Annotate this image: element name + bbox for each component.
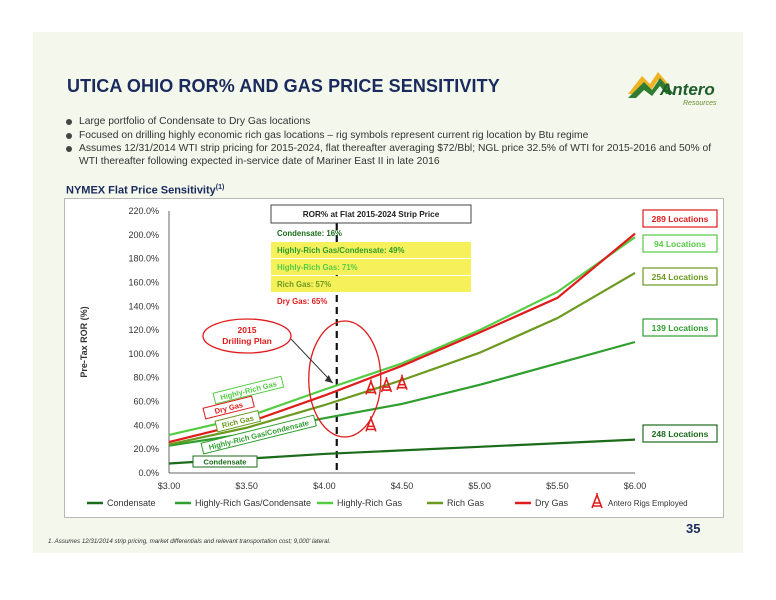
- ror-row-highlight: [271, 259, 471, 275]
- rig-icon: [365, 379, 377, 395]
- y-tick-label: 100.0%: [128, 349, 159, 359]
- ror-row-label: Condensate: 16%: [277, 229, 342, 238]
- rig-icon: [396, 374, 408, 390]
- drilling-plan-ellipse: [308, 320, 382, 438]
- legend-label: Rich Gas: [447, 498, 485, 508]
- x-tick-label: $4.00: [313, 481, 336, 491]
- ror-row-label: Dry Gas: 65%: [277, 297, 327, 306]
- chart-panel: 0.0% 20.0% 40.0% 60.0% 80.0% 100.0% 120.0% 140.…: [64, 198, 724, 518]
- x-tick-label: $5.50: [546, 481, 569, 491]
- location-label: 94 Locations: [654, 239, 706, 249]
- legend-label: Condensate: [107, 498, 156, 508]
- y-tick-label: 120.0%: [128, 325, 159, 335]
- antero-logo-icon: [628, 72, 674, 98]
- drilling-plan-label: 2015: [238, 325, 257, 335]
- ror-row-highlight: [271, 242, 471, 258]
- ror-box-title: ROR% at Flat 2015-2024 Strip Price: [303, 210, 440, 219]
- ror-row-label: Highly-Rich Gas: 71%: [277, 263, 358, 272]
- rig-icon: [380, 376, 393, 393]
- y-tick-label: 160.0%: [128, 277, 159, 287]
- series-line-rich_gas: [168, 271, 636, 446]
- bullet-item: Assumes 12/31/2014 WTI strip pricing for…: [64, 143, 724, 168]
- series-tag: Rich Gas: [214, 409, 262, 433]
- logo-subtext: Resources: [683, 100, 717, 107]
- location-label: 139 Locations: [652, 323, 709, 333]
- x-tick-label: $5.00: [468, 481, 491, 491]
- legend-label: Highly-Rich Gas: [337, 498, 403, 508]
- y-tick-label: 220.0%: [128, 206, 159, 216]
- legend-label: Highly-Rich Gas/Condensate: [195, 498, 311, 508]
- rig-icon: [591, 492, 603, 509]
- drilling-plan-label: Drilling Plan: [222, 336, 272, 346]
- rig-icon: [365, 416, 377, 432]
- y-tick-label: 200.0%: [128, 230, 159, 240]
- x-tick-label: $3.50: [235, 481, 258, 491]
- ror-row-highlight: [271, 276, 471, 292]
- series-tag-label: Condensate: [204, 458, 247, 467]
- y-axis-label: Pre-Tax ROR (%): [79, 306, 89, 377]
- drilling-plan-bubble: [202, 318, 292, 354]
- bullet-item: Large portfolio of Condensate to Dry Gas…: [64, 116, 724, 129]
- location-box: [642, 209, 718, 228]
- location-box: [642, 318, 718, 337]
- chart-subheading: NYMEX Flat Price Sensitivity(1): [66, 184, 225, 197]
- ror-box-header: [270, 204, 472, 224]
- y-tick-label: 0.0%: [138, 468, 159, 478]
- ror-row-label: Rich Gas: 57%: [277, 280, 331, 289]
- bullet-item: Focused on drilling highly economic rich…: [64, 130, 724, 143]
- location-label: 289 Locations: [652, 214, 709, 224]
- y-tick-label: 180.0%: [128, 254, 159, 264]
- location-box: [642, 234, 718, 253]
- series-tag: Condensate: [192, 455, 258, 468]
- legend-label: Dry Gas: [535, 498, 569, 508]
- legend-label: Antero Rigs Employed: [608, 499, 688, 508]
- location-label: 248 Locations: [652, 429, 709, 439]
- page-number: 35: [686, 521, 701, 536]
- x-tick-label: $6.00: [624, 481, 647, 491]
- drilling-plan-arrowhead: [324, 375, 333, 383]
- ror-row-label: Highly-Rich Gas/Condensate: 49%: [277, 246, 404, 255]
- page-title: UTICA OHIO ROR% AND GAS PRICE SENSITIVIT…: [67, 76, 500, 96]
- bullet-list: Large portfolio of Condensate to Dry Gas…: [64, 116, 724, 169]
- drilling-plan-arrow: [290, 338, 334, 384]
- logo-wordmark: Antero: [660, 80, 715, 99]
- x-tick-label: $4.50: [391, 481, 414, 491]
- y-tick-label: 60.0%: [133, 397, 159, 407]
- location-label: 254 Locations: [652, 272, 709, 282]
- x-tick-label: $3.00: [158, 481, 181, 491]
- footnote: 1. Assumes 12/31/2014 strip pricing, mar…: [48, 538, 331, 545]
- y-tick-label: 40.0%: [133, 420, 159, 430]
- location-box: [642, 267, 718, 286]
- y-tick-label: 140.0%: [128, 301, 159, 311]
- y-tick-label: 20.0%: [133, 444, 159, 454]
- location-box: [642, 424, 718, 443]
- y-tick-label: 80.0%: [133, 373, 159, 383]
- ror-sensitivity-chart: 0.0% 20.0% 40.0% 60.0% 80.0% 100.0% 120.0% 140.…: [79, 204, 718, 509]
